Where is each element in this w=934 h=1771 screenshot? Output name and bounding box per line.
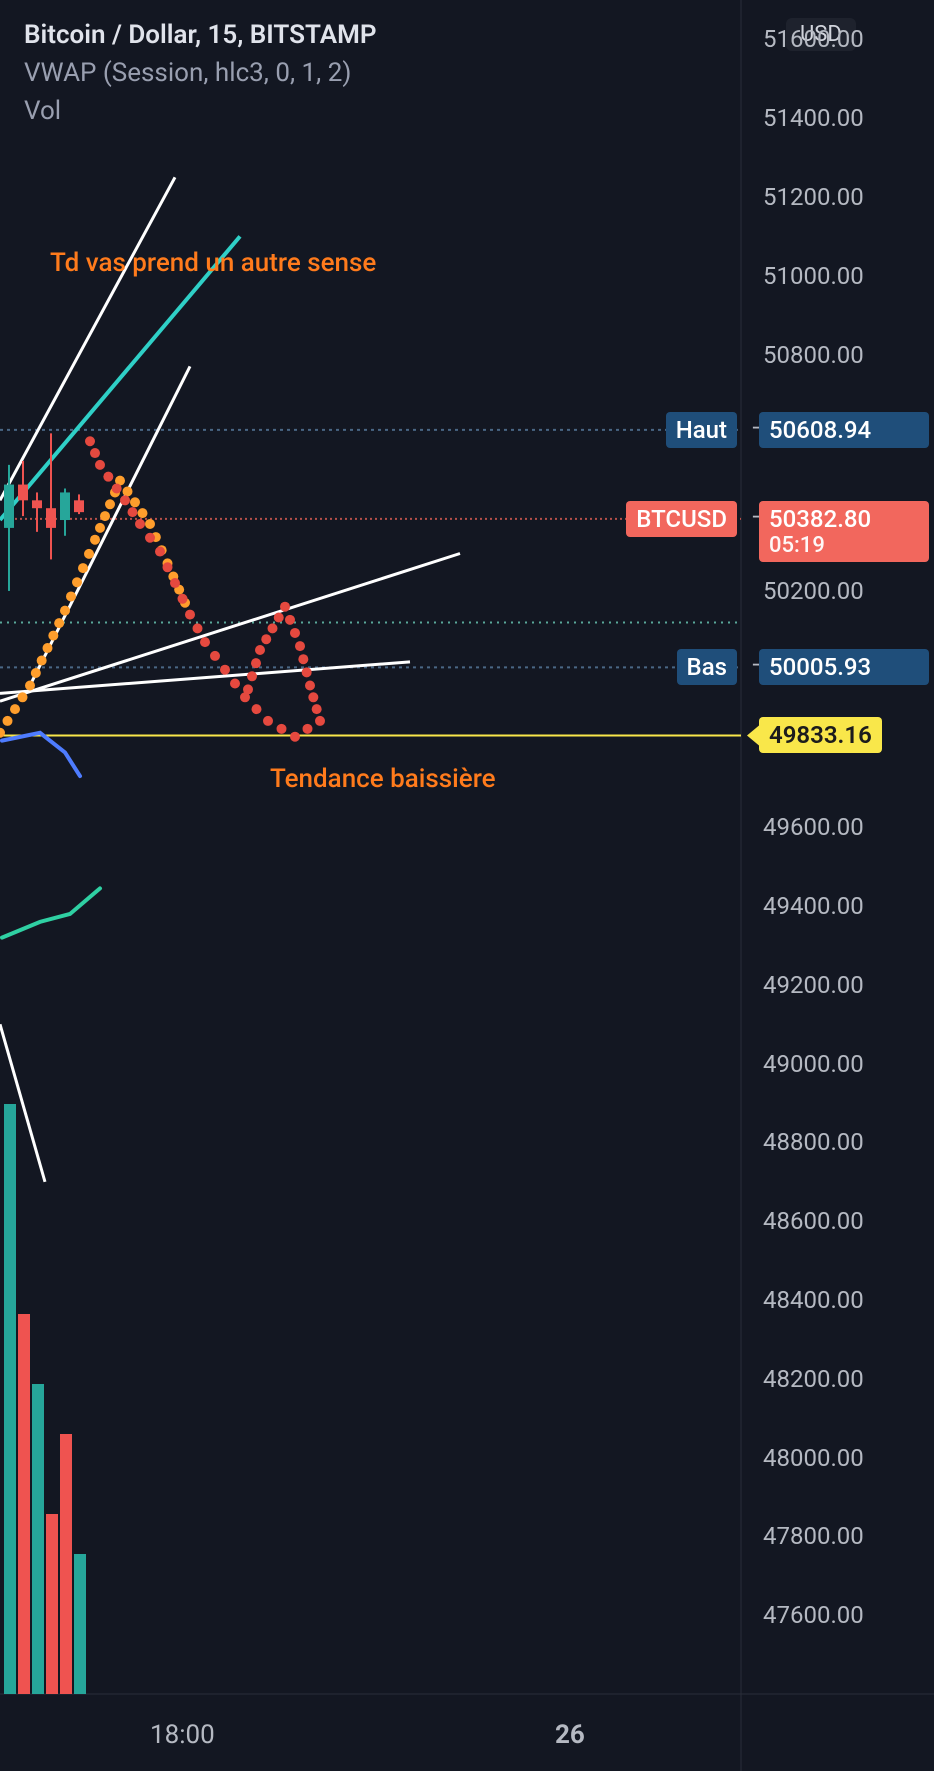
y-tick: 48600.00 bbox=[763, 1207, 864, 1235]
y-tick: 51400.00 bbox=[763, 104, 864, 132]
y-tick: 47600.00 bbox=[763, 1601, 864, 1629]
price-marker-countdown: 05:19 bbox=[769, 533, 825, 558]
y-tick: 48200.00 bbox=[763, 1365, 864, 1393]
price-marker-value-low[interactable]: 50005.93 bbox=[759, 649, 929, 685]
price-marker-value-text-high: 50608.94 bbox=[769, 416, 871, 444]
y-tick: 51600.00 bbox=[763, 25, 864, 53]
y-tick: 48000.00 bbox=[763, 1444, 864, 1472]
chart-root: Td vas prend un autre sense Tendance bais… bbox=[0, 0, 934, 1771]
symbol-title[interactable]: Bitcoin / Dollar, 15, BITSTAMP bbox=[24, 20, 377, 50]
annotation-text2[interactable]: Tendance baissière bbox=[270, 764, 496, 794]
price-marker-value-text-last: 50382.80 bbox=[769, 505, 871, 533]
price-marker-value-last[interactable]: 50382.8005:19 bbox=[759, 501, 929, 562]
annotation-text1[interactable]: Td vas prend un autre sense bbox=[50, 248, 376, 278]
x-tick: 26 bbox=[555, 1720, 585, 1750]
indicator-vol-label[interactable]: Vol bbox=[24, 96, 61, 126]
price-marker-value-text-low: 50005.93 bbox=[769, 653, 871, 681]
y-tick: 50800.00 bbox=[763, 341, 864, 369]
y-tick: 51200.00 bbox=[763, 183, 864, 211]
y-tick: 50200.00 bbox=[763, 577, 864, 605]
price-marker-value-alert[interactable]: 49833.16 bbox=[759, 717, 882, 753]
y-tick: 48800.00 bbox=[763, 1128, 864, 1156]
y-tick: 49400.00 bbox=[763, 892, 864, 920]
y-tick: 49200.00 bbox=[763, 971, 864, 999]
indicator-vwap-label[interactable]: VWAP (Session, hlc3, 0, 1, 2) bbox=[24, 58, 351, 88]
y-tick: 48400.00 bbox=[763, 1286, 864, 1314]
y-tick: 49000.00 bbox=[763, 1050, 864, 1078]
y-tick: 51000.00 bbox=[763, 262, 864, 290]
y-tick: 47800.00 bbox=[763, 1522, 864, 1550]
price-marker-label-last[interactable]: BTCUSD bbox=[626, 501, 737, 537]
price-marker-label-high[interactable]: Haut bbox=[666, 412, 737, 448]
price-marker-label-low[interactable]: Bas bbox=[677, 649, 737, 685]
price-marker-value-high[interactable]: 50608.94 bbox=[759, 412, 929, 448]
y-tick: 49600.00 bbox=[763, 813, 864, 841]
x-tick: 18:00 bbox=[150, 1720, 215, 1750]
